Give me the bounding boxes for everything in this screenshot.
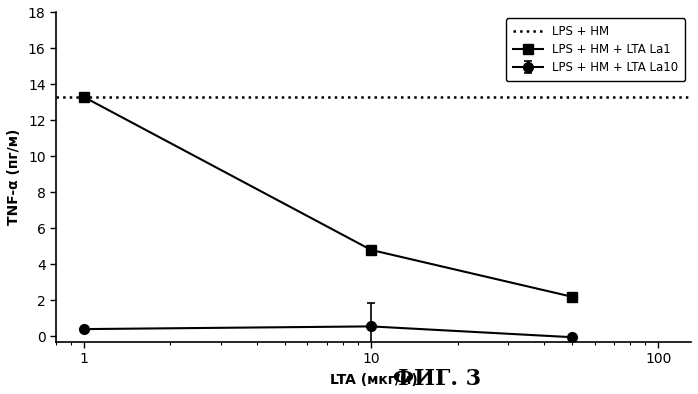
Legend: LPS + HM, LPS + HM + LTA La1, LPS + HM + LTA La10: LPS + HM, LPS + HM + LTA La1, LPS + HM +… xyxy=(506,19,685,81)
Y-axis label: TNF-α (пг/м): TNF-α (пг/м) xyxy=(7,129,21,225)
LPS + HM + LTA La1 xyxy=(567,294,576,299)
Line: LPS + HM + LTA La1: LPS + HM + LTA La1 xyxy=(79,92,577,301)
X-axis label: LTA (мкг/м): LTA (мкг/м) xyxy=(329,373,417,387)
LPS + HM + LTA La1 xyxy=(367,247,376,252)
LPS + HM + LTA La1 xyxy=(80,95,88,99)
LPS + HM xyxy=(80,95,88,99)
Text: ФИГ. 3: ФИГ. 3 xyxy=(393,368,481,390)
